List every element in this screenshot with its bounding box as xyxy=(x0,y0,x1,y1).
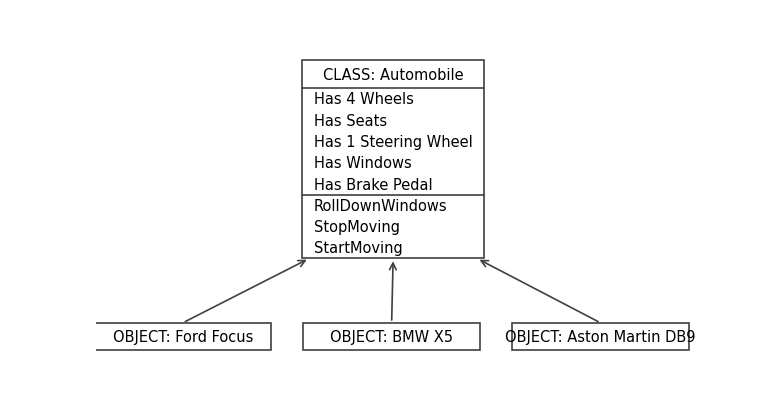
Text: CLASS: Automobile: CLASS: Automobile xyxy=(323,68,464,83)
Text: Has Windows: Has Windows xyxy=(314,156,412,171)
Text: StopMoving: StopMoving xyxy=(314,220,400,234)
Bar xyxy=(303,323,480,350)
Text: OBJECT: BMW X5: OBJECT: BMW X5 xyxy=(330,329,453,344)
Bar xyxy=(302,61,484,259)
Text: OBJECT: Ford Focus: OBJECT: Ford Focus xyxy=(112,329,253,344)
Text: OBJECT: Aston Martin DB9: OBJECT: Aston Martin DB9 xyxy=(505,329,696,344)
Text: Has 1 Steering Wheel: Has 1 Steering Wheel xyxy=(314,135,473,149)
Bar xyxy=(512,323,689,350)
Text: Has Seats: Has Seats xyxy=(314,113,387,128)
Text: StartMoving: StartMoving xyxy=(314,241,403,256)
Text: Has Brake Pedal: Has Brake Pedal xyxy=(314,177,433,192)
Text: RollDownWindows: RollDownWindows xyxy=(314,198,447,213)
Text: Has 4 Wheels: Has 4 Wheels xyxy=(314,92,414,107)
Bar xyxy=(95,323,271,350)
